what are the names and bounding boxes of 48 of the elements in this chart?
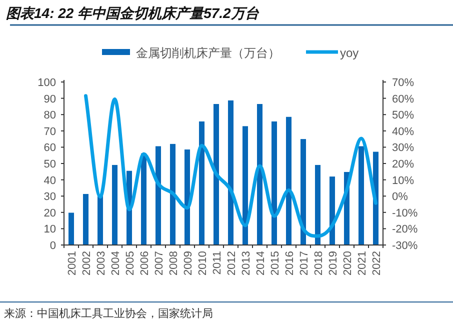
x-tick-label: 2019 <box>327 251 340 276</box>
x-tick-label: 2021 <box>356 251 368 276</box>
x-tick-label: 2006 <box>138 251 151 276</box>
x-tick-label: 2015 <box>269 251 282 276</box>
source-note: 来源：中国机床工具工业协会，国家统计局 <box>4 307 213 320</box>
y-tick-label: 10 <box>44 224 56 236</box>
x-tick-label: 2014 <box>254 251 267 276</box>
y-tick-label: 60 <box>44 142 56 154</box>
y-tick-label: 100 <box>38 77 56 89</box>
y2-tick-label: 0% <box>392 191 408 204</box>
y-tick-label: 40 <box>44 174 56 187</box>
legend-label: yoy <box>340 46 359 60</box>
x-tick-label: 2016 <box>284 251 296 276</box>
y2-tick-label: 40% <box>392 126 414 138</box>
x-tick-label: 2001 <box>66 251 78 276</box>
y2-tick-label: 50% <box>392 110 414 122</box>
y-tick-label: 50 <box>44 158 56 170</box>
y-tick-label: 30 <box>44 191 56 204</box>
x-tick-label: 2010 <box>196 251 209 276</box>
x-tick-label: 2008 <box>168 251 180 276</box>
y-tick-label: 70 <box>44 126 56 138</box>
legend-label: 金属切削机床产量（万台） <box>136 46 280 60</box>
x-tick-label: 2017 <box>298 251 310 276</box>
y2-tick-label: -10% <box>392 207 418 220</box>
x-tick-label: 2009 <box>182 251 194 276</box>
x-tick-label: 2007 <box>153 251 166 276</box>
y2-tick-label: 30% <box>392 142 414 154</box>
y2-tick-label: -30% <box>392 240 418 252</box>
x-tick-label: 2012 <box>226 251 238 276</box>
y-tick-label: 20 <box>44 207 56 220</box>
x-tick-label: 2011 <box>211 251 224 275</box>
x-tick-label: 2003 <box>95 251 108 276</box>
x-tick-label: 2013 <box>240 251 252 276</box>
y-tick-label: 0 <box>50 240 56 252</box>
x-tick-label: 2002 <box>80 251 93 276</box>
y2-tick-label: 70% <box>392 77 414 89</box>
x-tick-label: 2004 <box>110 251 122 276</box>
title: 图表14: 22 年中国金切机床产量57.2万台 <box>6 5 259 21</box>
y2-tick-label: 10% <box>392 174 414 187</box>
x-tick-label: 2005 <box>124 251 136 276</box>
x-tick-label: 2020 <box>342 251 354 276</box>
y2-tick-label: 60% <box>392 93 414 106</box>
y2-tick-label: -20% <box>392 224 418 236</box>
y2-tick-label: 20% <box>392 158 414 170</box>
x-tick-label: 2022 <box>370 251 383 276</box>
y-tick-label: 90 <box>44 93 56 106</box>
x-tick-label: 2018 <box>312 251 325 276</box>
y-tick-label: 80 <box>44 110 56 122</box>
